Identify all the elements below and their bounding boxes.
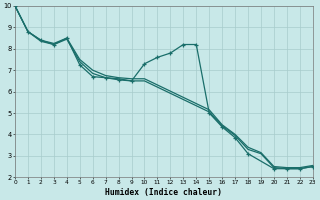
X-axis label: Humidex (Indice chaleur): Humidex (Indice chaleur) [105,188,222,197]
